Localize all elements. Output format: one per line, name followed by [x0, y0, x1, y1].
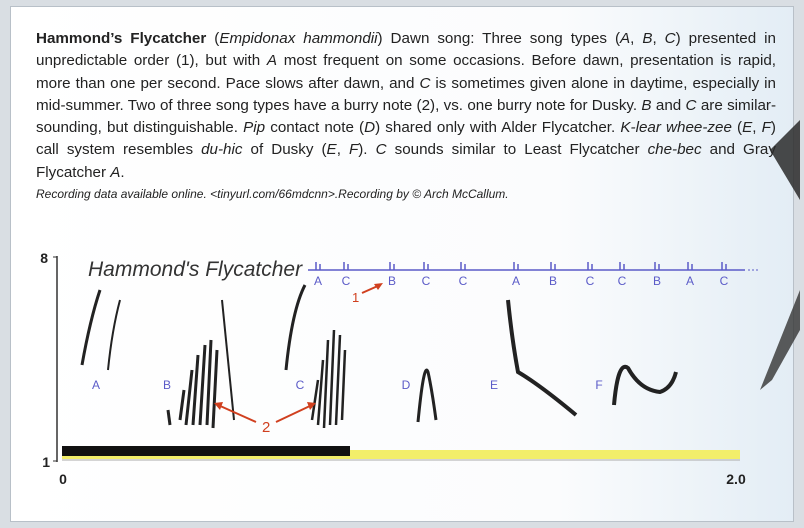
sequence-label: A [512, 274, 520, 288]
sequence-tick [722, 262, 726, 270]
figure-title: Hammond's Flycatcher [88, 258, 303, 281]
sequence-tick [514, 262, 518, 270]
sequence-label: C [342, 274, 351, 288]
song-label: A [92, 378, 100, 392]
arrow [214, 402, 316, 410]
sequence-label: B [549, 274, 557, 288]
page: Hammond’s Flycatcher (Empidonax hammondi… [0, 0, 804, 528]
feather [770, 120, 800, 200]
song-label: C [296, 378, 305, 392]
sequence-label: C [459, 274, 468, 288]
feather [760, 290, 800, 390]
sequence-label: A [686, 274, 694, 288]
order-marker: 1 [352, 290, 359, 305]
sequence-label: A [314, 274, 322, 288]
sequence-tick [390, 262, 394, 270]
sequence-label: B [653, 274, 661, 288]
x-label: 0 [59, 471, 67, 487]
y-label: 8 [40, 250, 48, 266]
sequence-label: C [720, 274, 729, 288]
sequence-tick [620, 262, 624, 270]
burry-marker: 2 [262, 419, 270, 436]
sequence-tick [688, 262, 692, 270]
sequence-label: C [422, 274, 431, 288]
sequence-label: C [618, 274, 627, 288]
song-label: B [163, 378, 171, 392]
y-label: 1 [42, 454, 50, 470]
song-label: E [490, 378, 498, 392]
song-bar [62, 446, 350, 456]
sequence-tick [551, 262, 555, 270]
sequence-tick [655, 262, 659, 270]
sequence-tick [344, 262, 348, 270]
sequence-tick [461, 262, 465, 270]
sequence-label: B [388, 274, 396, 288]
figure: 8 1 0 2.0 Hammond's Flycatcher A C B C C A B C C… [0, 0, 804, 528]
song-label: D [402, 378, 411, 392]
sequence-label: C [586, 274, 595, 288]
song-label: F [595, 378, 602, 392]
spectrogram [82, 285, 676, 428]
sequence-tick [424, 262, 428, 270]
sequence-tick [588, 262, 592, 270]
x-label: 2.0 [726, 471, 746, 487]
sequence-tick [316, 262, 320, 270]
